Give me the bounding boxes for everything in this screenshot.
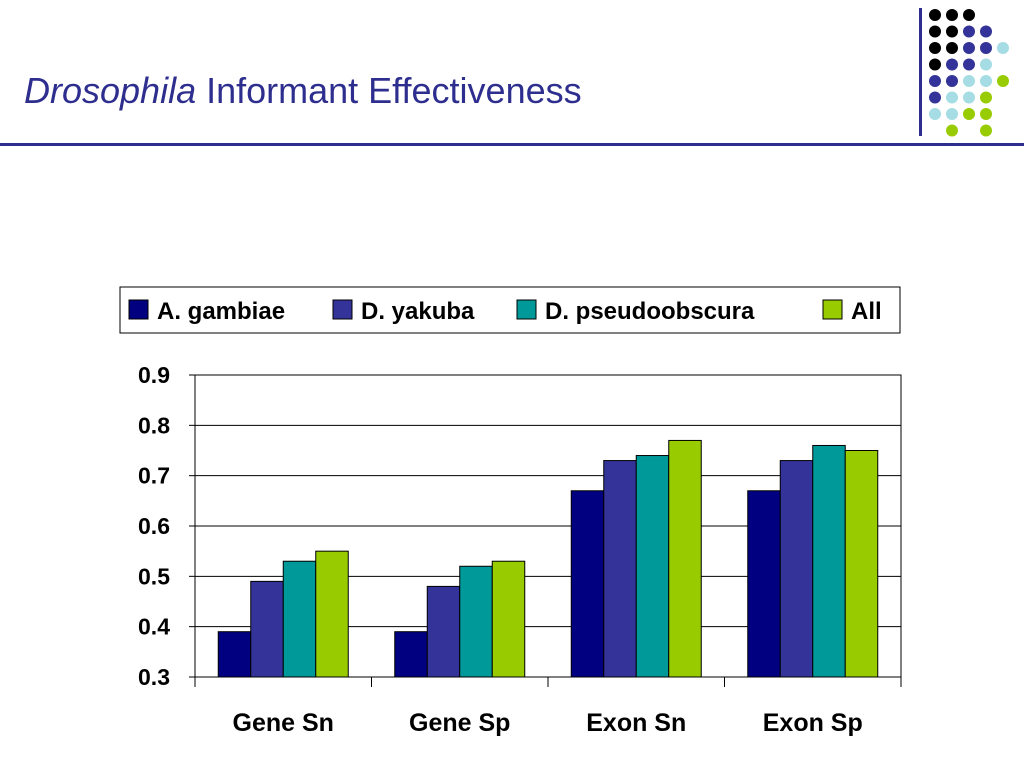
- legend-label: All: [851, 298, 882, 325]
- y-tick-label: 0.6: [138, 513, 170, 539]
- slide-title-rest: Informant Effectiveness: [196, 70, 582, 111]
- bar: [491, 560, 526, 678]
- decor-vertical-line: [919, 8, 922, 136]
- decor-dot: [929, 9, 941, 21]
- decor-dot: [946, 75, 958, 87]
- decor-dot: [963, 108, 975, 120]
- bar: [635, 455, 670, 678]
- decor-dot: [929, 91, 941, 104]
- x-category-label: Gene Sn: [233, 709, 334, 737]
- bar: [747, 490, 781, 678]
- x-category-label: Exon Sn: [586, 709, 686, 737]
- bar: [603, 460, 637, 678]
- decor-dot: [980, 58, 992, 71]
- y-tick-label: 0.4: [138, 614, 170, 640]
- bar: [426, 585, 461, 678]
- bar: [812, 444, 846, 678]
- decor-dot: [929, 42, 941, 54]
- x-category-label: Exon Sp: [763, 709, 863, 737]
- title-underline: [0, 143, 1024, 146]
- bar: [570, 490, 605, 678]
- decor-dot: [946, 124, 958, 137]
- y-tick-label: 0.7: [138, 463, 170, 489]
- legend-label: D. pseudoobscura: [545, 298, 755, 325]
- legend-swatch: [332, 299, 353, 320]
- bar: [844, 450, 879, 678]
- decor-dot: [946, 25, 958, 38]
- decor-dot: [929, 108, 941, 120]
- decor-dot: [997, 75, 1009, 87]
- y-tick-label: 0.8: [138, 412, 170, 438]
- bar: [217, 631, 252, 678]
- legend-box: [119, 286, 901, 334]
- y-tick-label: 0.3: [138, 664, 170, 690]
- decor-dot: [946, 58, 958, 71]
- decor-dot: [963, 75, 975, 87]
- decor-dot: [980, 108, 992, 120]
- decor-dot-grid: [929, 9, 1009, 137]
- decor-dot: [980, 75, 992, 87]
- decor-dot: [963, 9, 975, 21]
- decor-dot: [980, 91, 992, 104]
- decor-dot: [946, 91, 958, 104]
- decor-dot: [963, 58, 975, 71]
- legend-label: D. yakuba: [361, 298, 475, 325]
- bar: [668, 439, 702, 678]
- legend-label: A. gambiae: [157, 298, 285, 325]
- bar: [282, 560, 317, 678]
- y-tick-label: 0.5: [138, 563, 170, 589]
- bar: [459, 565, 493, 678]
- decor-dot: [929, 58, 941, 71]
- decor-dot: [963, 42, 975, 54]
- bar: [394, 631, 428, 678]
- decor-dot: [997, 42, 1009, 54]
- decor-dot: [946, 42, 958, 54]
- decor-dot: [929, 75, 941, 87]
- decor-dot: [946, 9, 958, 21]
- bar: [315, 550, 349, 678]
- slide-title-italic: Drosophila: [24, 70, 197, 111]
- x-category-label: Gene Sp: [409, 709, 510, 737]
- slide-title: Drosophila Informant Effectiveness: [24, 70, 582, 112]
- decor-dot: [980, 42, 992, 54]
- decor-dot: [946, 108, 958, 120]
- decor-dot: [963, 25, 975, 38]
- legend: A. gambiae D. yakuba D. pseudoobscura All: [119, 286, 901, 334]
- legend-swatch: [516, 299, 537, 320]
- decor-dot: [980, 124, 992, 137]
- legend-swatch: [128, 299, 149, 320]
- decor-dot: [980, 25, 992, 38]
- bar: [779, 460, 814, 678]
- bar: [250, 580, 284, 678]
- y-tick-label: 0.9: [138, 362, 170, 388]
- decor-dot: [963, 91, 975, 104]
- legend-swatch: [822, 299, 843, 320]
- decor-dot: [929, 25, 941, 38]
